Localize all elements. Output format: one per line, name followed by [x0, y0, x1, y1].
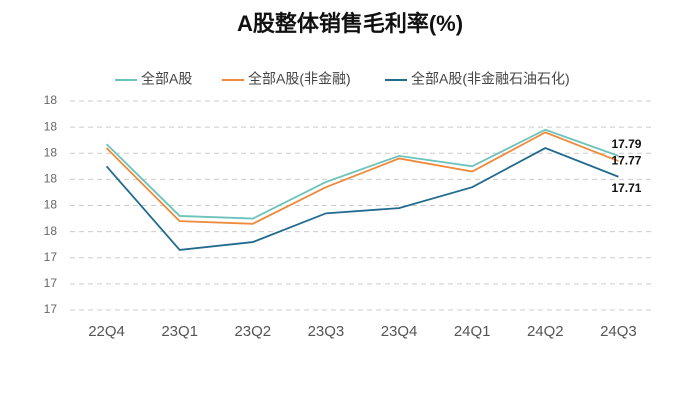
legend-label: 全部A股(非金融石油石化)	[411, 71, 570, 87]
data-label: 17.77	[611, 153, 641, 167]
data-label: 17.79	[611, 137, 641, 151]
x-tick-label: 24Q3	[600, 323, 637, 340]
y-tick-label: 18	[44, 119, 58, 133]
y-tick-label: 17	[44, 276, 58, 290]
y-tick-label: 18	[44, 198, 58, 212]
series-line	[105, 131, 619, 225]
y-tick-label: 18	[44, 172, 58, 186]
data-label: 17.71	[611, 181, 641, 195]
x-tick-label: 23Q3	[308, 323, 345, 340]
x-tick-label: 23Q1	[161, 323, 198, 340]
y-tick-label: 17	[44, 250, 58, 264]
series-line	[105, 147, 619, 251]
x-tick-label: 24Q1	[454, 323, 491, 340]
series-line	[105, 128, 619, 220]
legend-label: 全部A股	[141, 71, 192, 87]
chart-title: A股整体销售毛利率(%)	[237, 11, 463, 36]
y-tick-label: 17	[44, 302, 58, 316]
legend-label: 全部A股(非金融)	[248, 71, 351, 87]
x-tick-label: 24Q2	[527, 323, 564, 340]
y-tick-label: 18	[44, 224, 58, 238]
y-tick-label: 18	[44, 145, 58, 159]
x-tick-label: 23Q2	[234, 323, 271, 340]
y-tick-label: 18	[44, 93, 58, 107]
x-tick-label: 22Q4	[88, 323, 125, 340]
x-tick-label: 23Q4	[381, 323, 418, 340]
